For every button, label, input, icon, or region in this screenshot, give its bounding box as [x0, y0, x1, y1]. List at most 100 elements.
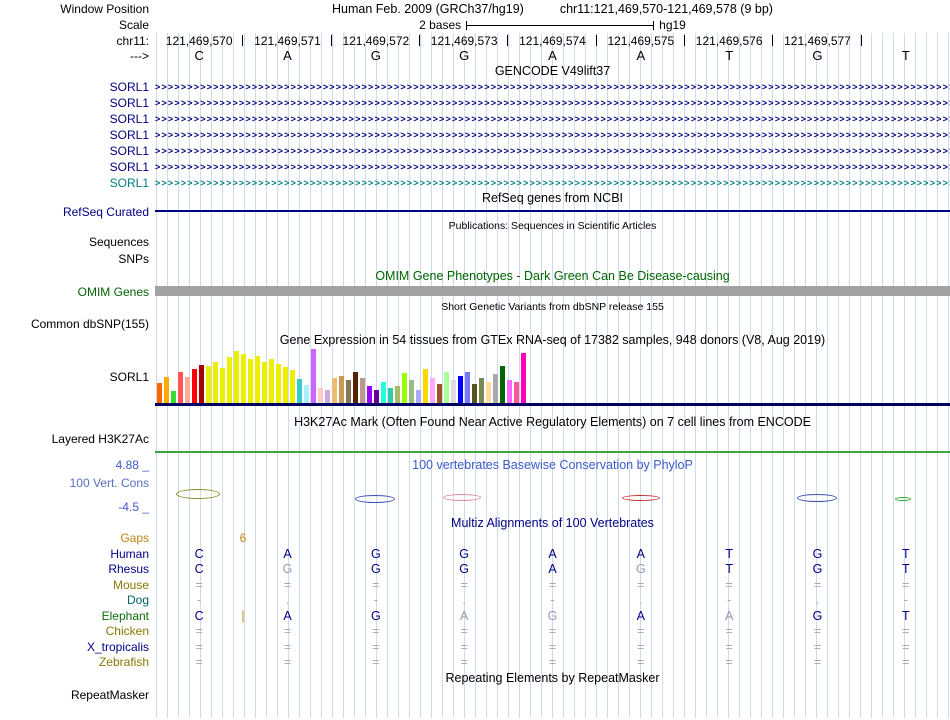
gtex-bar: [388, 388, 393, 403]
scale-genome-text: hg19: [659, 18, 686, 32]
gtex-bar: [248, 359, 253, 403]
species-label[interactable]: Rhesus: [108, 562, 149, 577]
gene-arrows[interactable]: >>>>>>>>>>>>>>>>>>>>>>>>>>>>>>>>>>>>>>>>…: [155, 146, 950, 156]
conservation-mark: [355, 495, 395, 503]
gtex-bar: [192, 369, 197, 403]
gene-row: SORL1 >>>>>>>>>>>>>>>>>>>>>>>>>>>>>>>>>>>…: [0, 95, 950, 111]
base-cell: A: [283, 48, 292, 63]
gene-arrows[interactable]: >>>>>>>>>>>>>>>>>>>>>>>>>>>>>>>>>>>>>>>>…: [155, 178, 950, 188]
gene-arrows[interactable]: >>>>>>>>>>>>>>>>>>>>>>>>>>>>>>>>>>>>>>>>…: [155, 130, 950, 140]
gtex-bar: [234, 351, 239, 403]
gtex-track-title[interactable]: Gene Expression in 54 tissues from GTEx …: [279, 333, 826, 347]
gtex-bar: [360, 378, 365, 403]
gene-label[interactable]: SORL1: [109, 128, 149, 142]
refseq-curated-label[interactable]: RefSeq Curated: [62, 204, 149, 219]
multiz-track-title[interactable]: Multiz Alignments of 100 Vertebrates: [451, 515, 654, 530]
gencode-track-title[interactable]: GENCODE V49lift37: [494, 64, 611, 78]
position-cell: 121,469,571: [243, 33, 332, 48]
omim-genes-label[interactable]: OMIM Genes: [77, 284, 149, 299]
gtex-bar: [220, 368, 225, 403]
species-label[interactable]: Zebrafish: [98, 655, 149, 670]
gtex-bar: [486, 382, 491, 403]
gtex-bar: [374, 390, 379, 403]
alignment-base: G: [370, 608, 381, 623]
alignment-base: A: [724, 608, 734, 623]
alignment-base: G: [282, 562, 293, 577]
alignment-base: G: [459, 562, 470, 577]
scale-bar: [466, 20, 655, 30]
snps-track-label[interactable]: SNPs: [118, 251, 149, 266]
h3k27ac-signal-line[interactable]: [155, 451, 950, 453]
alignment-base: =: [283, 655, 292, 670]
species-label[interactable]: X_tropicalis: [86, 639, 149, 654]
dbsnp-track-title[interactable]: Short Genetic Variants from dbSNP releas…: [441, 301, 664, 313]
gene-arrows[interactable]: >>>>>>>>>>>>>>>>>>>>>>>>>>>>>>>>>>>>>>>>…: [155, 82, 950, 92]
species-label[interactable]: Chicken: [105, 624, 149, 639]
gtex-bar: [332, 378, 337, 403]
gaps-row-label[interactable]: Gaps: [120, 531, 149, 545]
alignment-base: =: [725, 655, 733, 670]
conservation-mark: [622, 495, 660, 501]
alignment-base: =: [372, 655, 380, 670]
h3k27ac-track-label[interactable]: Layered H3K27Ac: [51, 432, 149, 446]
gene-label[interactable]: SORL1: [109, 144, 149, 158]
gtex-bar: [304, 385, 309, 403]
h3k27ac-track-title[interactable]: H3K27Ac Mark (Often Found Near Active Re…: [294, 414, 811, 429]
repeatmasker-track-title[interactable]: Repeating Elements by RepeatMasker: [445, 671, 660, 685]
publications-track-title[interactable]: Publications: Sequences in Scientific Ar…: [448, 219, 657, 232]
gene-label[interactable]: SORL1: [109, 160, 149, 174]
alignment-base: C: [194, 546, 204, 561]
sequences-track-label[interactable]: Sequences: [88, 234, 149, 249]
omim-gene-bar[interactable]: [155, 286, 950, 296]
alignment-base: T: [725, 562, 733, 577]
alignment-base: -: [727, 593, 732, 608]
alignment-cells: = = = = = = = = =: [155, 577, 950, 593]
base-cell: G: [459, 48, 470, 63]
ruler-tick: [860, 35, 862, 46]
alignment-row: Mouse = = = = = = = = =: [0, 577, 950, 593]
gtex-bar: [353, 372, 358, 403]
window-position-label: Window Position: [60, 1, 149, 16]
alignment-base: =: [548, 577, 557, 592]
gene-row: SORL1 >>>>>>>>>>>>>>>>>>>>>>>>>>>>>>>>>>>…: [0, 79, 950, 95]
ruler-tick: [242, 35, 244, 46]
gene-label[interactable]: SORL1: [109, 112, 149, 126]
refseq-gene-line[interactable]: [155, 210, 950, 212]
gene-arrows[interactable]: >>>>>>>>>>>>>>>>>>>>>>>>>>>>>>>>>>>>>>>>…: [155, 162, 950, 172]
position-ruler: 121,469,570 121,469,571 121,469,572 121,469…: [155, 33, 950, 48]
species-label[interactable]: Elephant: [101, 608, 149, 623]
alignment-base: A: [548, 546, 557, 561]
alignment-base: =: [195, 577, 203, 592]
gtex-bar: [199, 365, 204, 403]
conservation-track-title[interactable]: 100 vertebrates Basewise Conservation by…: [412, 458, 693, 472]
conservation-mark: [176, 489, 220, 499]
species-label[interactable]: Dog: [126, 593, 149, 608]
snps-track: [155, 250, 950, 267]
dbsnp-track-label[interactable]: Common dbSNP(155): [30, 317, 149, 331]
alignment-base: .: [285, 593, 290, 608]
gene-label[interactable]: SORL1: [109, 80, 149, 94]
alignment-base: G: [812, 608, 823, 623]
ruler-tick: [507, 35, 509, 46]
omim-track-title[interactable]: OMIM Gene Phenotypes - Dark Green Can Be…: [375, 268, 730, 283]
gene-label[interactable]: SORL1: [109, 176, 149, 190]
repeatmasker-track-label[interactable]: RepeatMasker: [70, 687, 149, 702]
gtex-bar-chart[interactable]: [155, 347, 950, 406]
gene-arrows[interactable]: >>>>>>>>>>>>>>>>>>>>>>>>>>>>>>>>>>>>>>>>…: [155, 98, 950, 108]
conservation-track-label[interactable]: 100 Vert. Cons: [69, 476, 149, 490]
scale-label: Scale: [118, 18, 149, 32]
species-label[interactable]: Mouse: [112, 577, 149, 592]
alignment-base: A: [548, 562, 557, 577]
alignment-base: =: [460, 577, 468, 592]
gtex-bar: [451, 380, 456, 403]
gtex-gene-label[interactable]: SORL1: [109, 369, 149, 384]
species-label[interactable]: Human: [110, 546, 149, 561]
gtex-bar: [465, 372, 470, 403]
alignment-row: Rhesus C G G G A G T G T: [0, 562, 950, 578]
alignment-base: G: [459, 546, 470, 561]
refseq-track-title[interactable]: RefSeq genes from NCBI: [481, 191, 624, 205]
gene-label[interactable]: SORL1: [109, 96, 149, 110]
gene-arrows[interactable]: >>>>>>>>>>>>>>>>>>>>>>>>>>>>>>>>>>>>>>>>…: [155, 114, 950, 124]
alignment-base: =: [637, 639, 645, 654]
ruler-tick: [595, 35, 597, 46]
